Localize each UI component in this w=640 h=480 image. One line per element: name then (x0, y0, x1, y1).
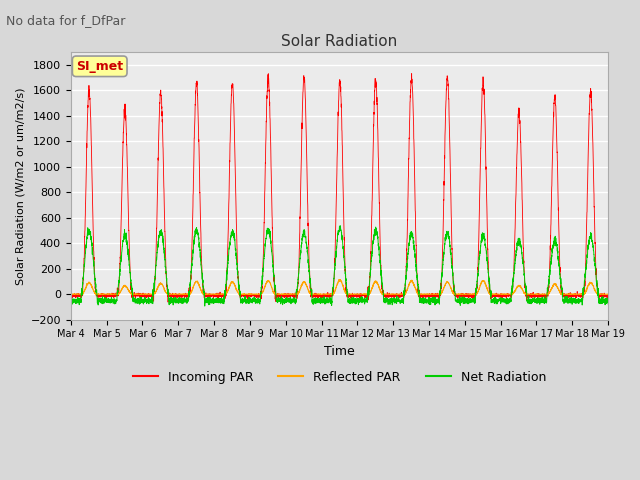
Reflected PAR (604, 291, 612, 297)
Incoming PAR (164, 299, 172, 305)
Net Radiation (67, 299, 75, 304)
Incoming PAR (460, 295, 468, 300)
Net Radiation (201, 303, 209, 309)
Incoming PAR (67, 293, 75, 299)
X-axis label: Time: Time (324, 345, 355, 358)
Reflected PAR (164, 291, 172, 297)
Net Radiation (460, 297, 468, 303)
Net Radiation (490, 300, 498, 306)
Title: Solar Radiation: Solar Radiation (282, 34, 397, 49)
Text: SI_met: SI_met (76, 60, 124, 73)
Incoming PAR (408, 71, 415, 76)
Reflected PAR (460, 291, 468, 297)
Incoming PAR (604, 295, 611, 301)
Reflected PAR (430, 291, 438, 297)
Legend: Incoming PAR, Reflected PAR, Net Radiation: Incoming PAR, Reflected PAR, Net Radiati… (128, 366, 551, 388)
Incoming PAR (163, 288, 171, 293)
Net Radiation (604, 296, 611, 302)
Line: Net Radiation: Net Radiation (71, 226, 608, 306)
Reflected PAR (604, 291, 611, 297)
Net Radiation (319, 297, 327, 303)
Reflected PAR (319, 291, 327, 297)
Reflected PAR (336, 277, 344, 283)
Incoming PAR (430, 293, 438, 299)
Line: Reflected PAR: Reflected PAR (71, 280, 608, 294)
Net Radiation (604, 301, 612, 307)
Incoming PAR (604, 293, 612, 299)
Net Radiation (337, 223, 344, 228)
Line: Incoming PAR: Incoming PAR (71, 73, 608, 302)
Reflected PAR (67, 291, 75, 297)
Incoming PAR (490, 292, 498, 298)
Reflected PAR (68, 291, 76, 297)
Net Radiation (163, 284, 171, 289)
Incoming PAR (319, 293, 327, 299)
Y-axis label: Solar Radiation (W/m2 or um/m2/s): Solar Radiation (W/m2 or um/m2/s) (15, 87, 25, 285)
Reflected PAR (490, 291, 498, 297)
Text: No data for f_DfPar: No data for f_DfPar (6, 14, 126, 27)
Net Radiation (430, 297, 438, 302)
